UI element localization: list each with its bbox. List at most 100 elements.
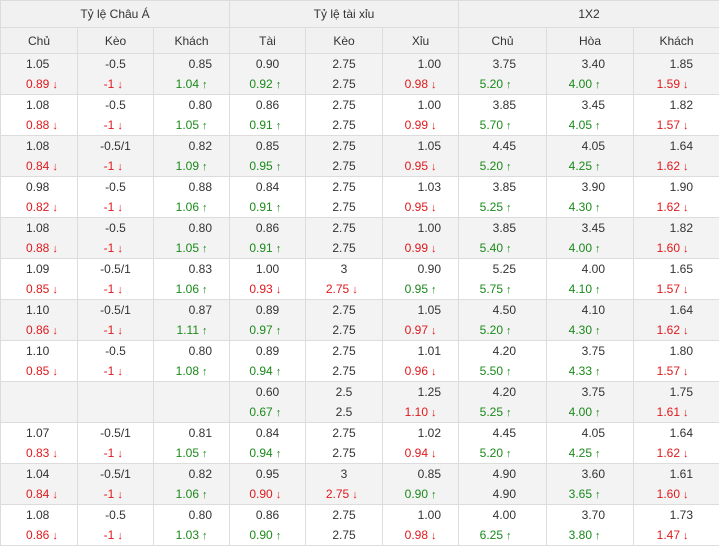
odds-cell-handicap[interactable]: -0.5-1↓ (78, 54, 154, 95)
odds-cell-handicap[interactable]: -0.5-1↓ (78, 95, 154, 136)
odds-cell-handicap[interactable]: -0.5/1-1↓ (78, 300, 154, 341)
odds-cell-handicap[interactable]: -0.5-1↓ (78, 341, 154, 382)
odds-cell-handicap[interactable]: -0.5/1-1↓ (78, 464, 154, 505)
odds-cell-handicap[interactable]: -0.5-1↓ (78, 505, 154, 546)
odds-cell-home[interactable] (1, 382, 78, 423)
odds-cell-handicap[interactable]: -0.5/1-1↓ (78, 136, 154, 177)
odds-cell-handicap[interactable]: -0.5/1-1↓ (78, 259, 154, 300)
odds-cell-handicap[interactable]: -0.5-1↓ (78, 218, 154, 259)
odds-cell-handicap[interactable]: -0.5/1-1↓ (78, 423, 154, 464)
